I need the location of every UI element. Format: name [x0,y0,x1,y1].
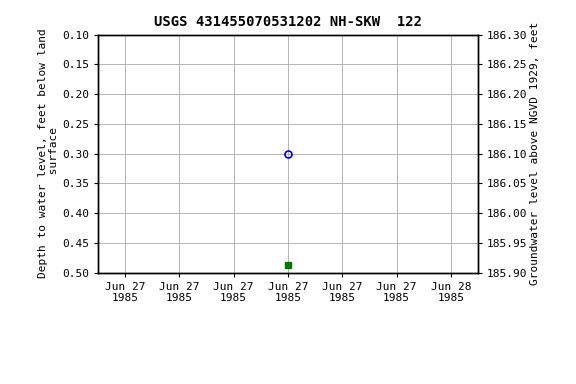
Y-axis label: Groundwater level above NGVD 1929, feet: Groundwater level above NGVD 1929, feet [530,22,540,285]
Y-axis label: Depth to water level, feet below land
 surface: Depth to water level, feet below land su… [37,29,59,278]
Legend: Period of approved data: Period of approved data [183,379,393,384]
Title: USGS 431455070531202 NH-SKW  122: USGS 431455070531202 NH-SKW 122 [154,15,422,29]
